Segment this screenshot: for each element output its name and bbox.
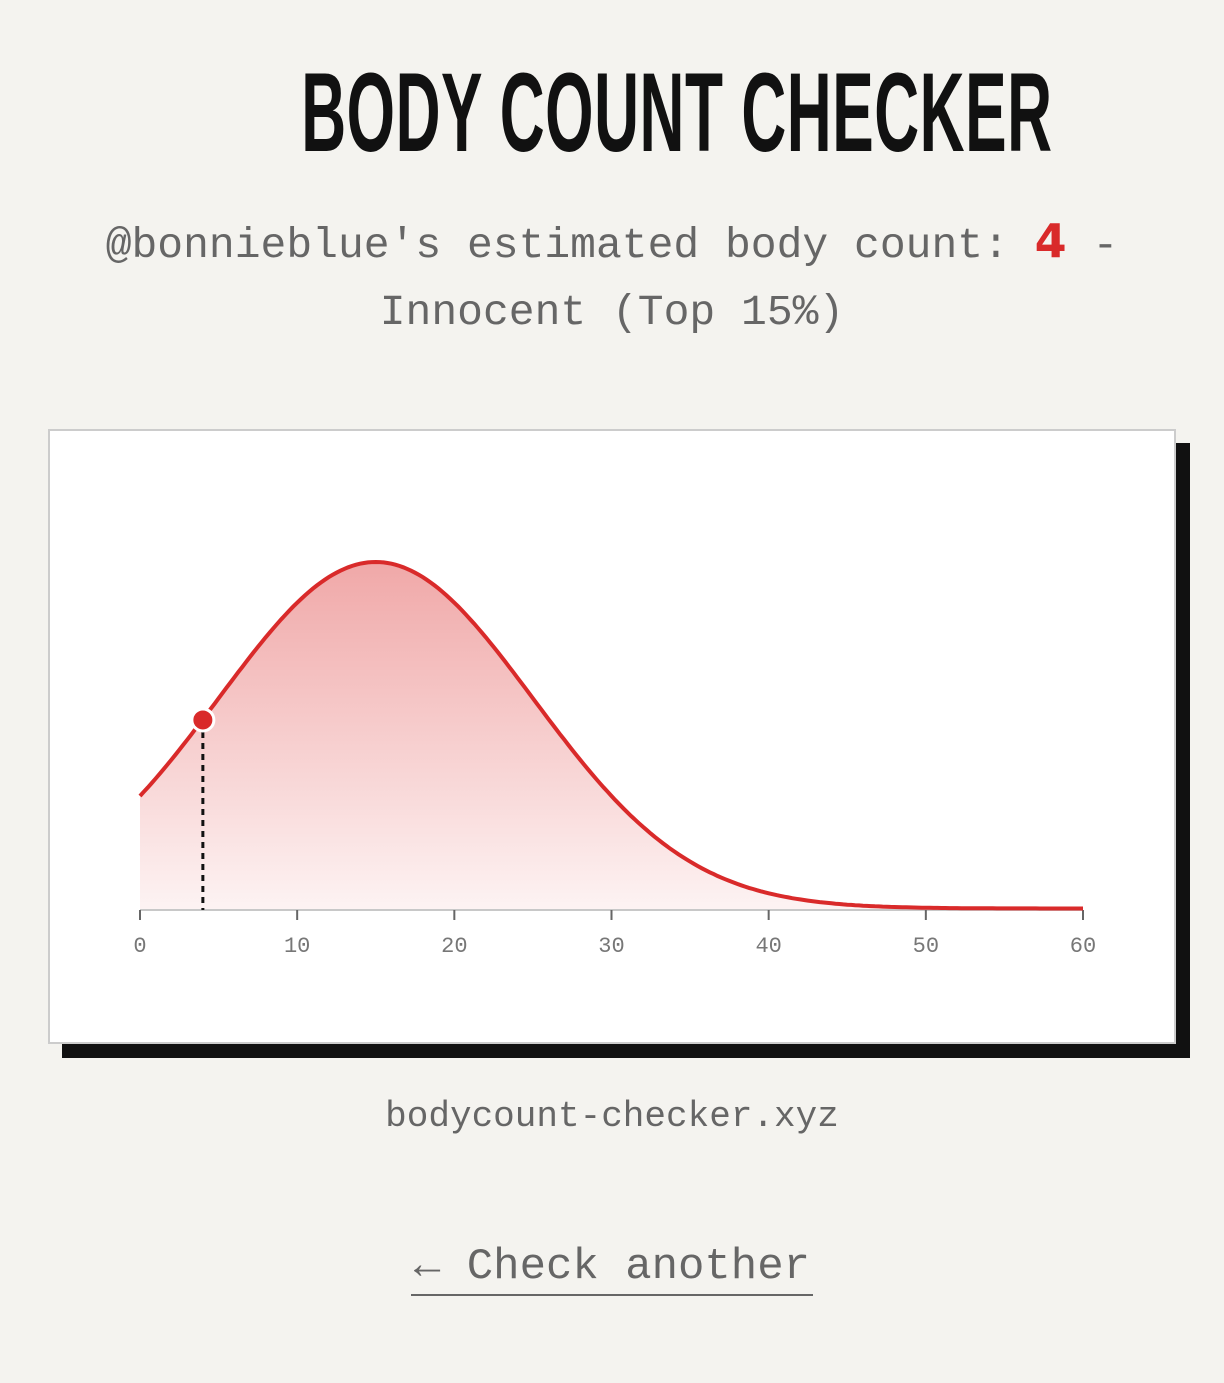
page-title: BODY COUNT CHECKER bbox=[301, 50, 1053, 175]
x-tick-label: 20 bbox=[441, 934, 467, 959]
distribution-chart: 0 10 20 30 40 50 60 bbox=[133, 559, 1096, 959]
marker-dot bbox=[190, 707, 216, 733]
verdict: Innocent (Top 15%) bbox=[379, 288, 845, 337]
x-tick-label: 40 bbox=[755, 934, 781, 959]
result-text: @bonnieblue's estimated body count: 4 -I… bbox=[105, 214, 1119, 337]
x-tick-label: 30 bbox=[598, 934, 624, 959]
x-tick-label: 0 bbox=[133, 934, 146, 959]
distribution-curve bbox=[138, 559, 1083, 911]
site-url: bodycount-checker.xyz bbox=[385, 1096, 839, 1137]
distribution-area bbox=[140, 562, 1083, 910]
chart-card: 0 10 20 30 40 50 60 bbox=[48, 429, 1176, 1044]
x-tick-label: 60 bbox=[1070, 934, 1096, 959]
x-tick-label: 50 bbox=[913, 934, 939, 959]
body-count-value: 4 bbox=[1034, 214, 1067, 268]
check-another-link[interactable]: ← Check another bbox=[411, 1242, 813, 1296]
x-tick-label: 10 bbox=[284, 934, 310, 959]
